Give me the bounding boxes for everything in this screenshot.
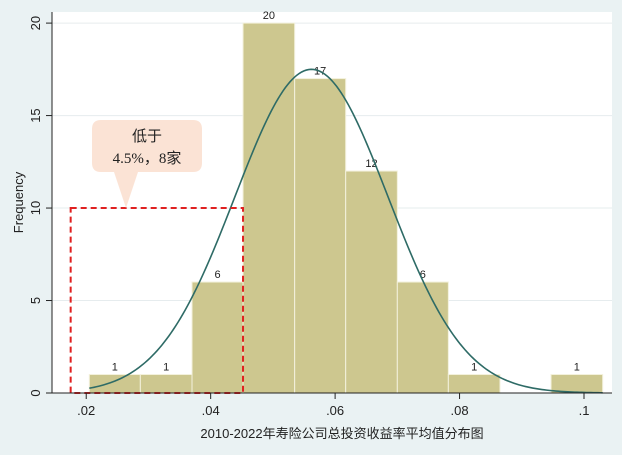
histogram-bar — [550, 374, 604, 394]
histogram-bar — [139, 374, 193, 394]
histogram-bar — [396, 281, 449, 394]
axes: 0 5 10 15 20 .02 .04 .06 .08 .1 — [28, 12, 612, 418]
normal-curve — [89, 68, 603, 394]
y-tick-label: 0 — [28, 389, 43, 396]
bar-value-label: 1 — [471, 362, 477, 374]
x-axis-title: 2010-2022年寿险公司总投资收益率平均值分布图 — [200, 426, 483, 441]
histogram-bar — [345, 170, 398, 394]
bar-value-label: 1 — [574, 362, 580, 374]
y-tick-label: 5 — [28, 297, 43, 304]
histogram-bar — [242, 22, 296, 394]
histogram-bar — [88, 374, 141, 394]
y-axis-title: Frequency — [11, 171, 26, 233]
annotation-callout: 低于 4.5%，8家 — [92, 120, 202, 208]
x-tick-label: .04 — [202, 403, 220, 418]
y-tick-label: 10 — [28, 201, 43, 215]
bar-value-label: 6 — [420, 269, 426, 281]
histogram-bar — [191, 281, 244, 394]
y-tick-label: 15 — [28, 108, 43, 122]
bar-value-label: 6 — [214, 269, 220, 281]
histogram-bar — [294, 78, 347, 394]
x-tick-label: .08 — [451, 403, 469, 418]
x-tick-label: .02 — [77, 403, 95, 418]
annotation-line-2: 4.5%，8家 — [113, 150, 182, 167]
bar-value-label: 1 — [112, 362, 118, 374]
histogram-bar — [447, 374, 501, 394]
callout-bubble — [92, 120, 202, 208]
annotation-line-1: 低于 — [132, 128, 162, 145]
bar-value-label: 20 — [263, 10, 275, 22]
histogram-bars — [88, 22, 604, 394]
bar-value-label: 1 — [163, 362, 169, 374]
y-tick-label: 20 — [28, 16, 43, 30]
x-tick-label: .1 — [579, 403, 590, 418]
x-tick-label: .06 — [326, 403, 344, 418]
